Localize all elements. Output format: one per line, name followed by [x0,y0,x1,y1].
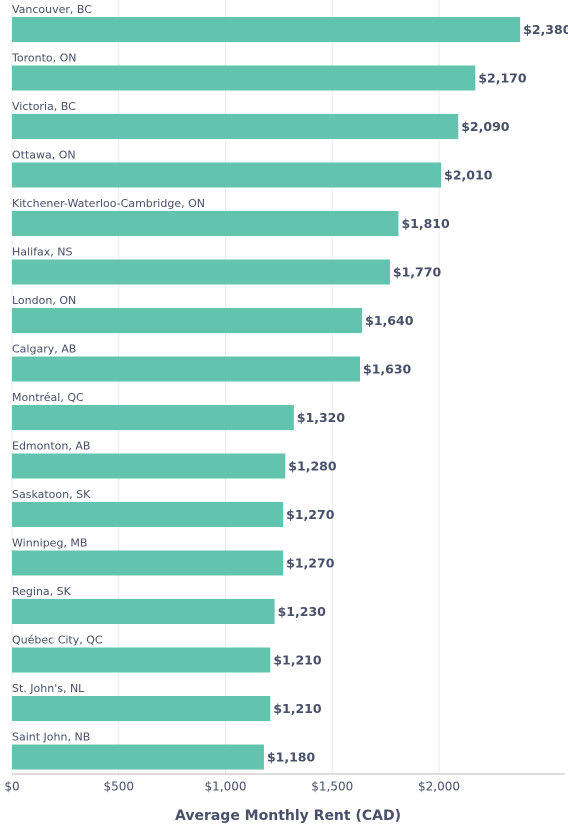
bar [12,405,294,430]
bar [12,744,264,770]
value-label: $1,230 [278,604,327,619]
x-tick-label: $0 [4,780,19,794]
category-label: Edmonton, AB [12,440,90,453]
bar [12,647,271,673]
value-label: $2,090 [461,119,510,134]
x-axis-label: Average Monthly Rent (CAD) [175,808,401,824]
value-label: $1,810 [401,216,450,231]
x-tick-label: $500 [103,780,134,794]
value-label: $1,280 [288,459,337,474]
x-tick-label: $1,500 [311,780,353,794]
value-label: $1,180 [267,750,316,765]
bar [12,356,361,382]
x-tick-label: $2,000 [418,780,460,794]
value-label: $1,770 [393,265,442,280]
value-label: $1,630 [363,362,412,377]
category-label: Regina, SK [12,585,72,598]
value-label: $2,380 [523,22,568,37]
category-label: Saint John, NB [12,731,90,744]
category-label: Halifax, NS [12,246,72,259]
category-label: Toronto, ON [11,52,77,65]
bar [12,259,390,285]
bar [12,162,442,188]
category-label: Saskatoon, SK [12,488,91,501]
category-label: Calgary, AB [12,343,76,356]
bar [12,696,271,721]
category-label: Kitchener-Waterloo-Cambridge, ON [12,197,205,210]
bar [12,502,284,527]
bar [12,308,363,333]
value-label: $1,640 [365,313,414,328]
category-label: Vancouver, BC [12,3,92,16]
value-label: $2,010 [444,168,493,183]
category-label: London, ON [12,294,76,307]
category-label: Montréal, QC [12,391,84,404]
bar [12,17,521,42]
category-label: Québec City, QC [12,634,103,647]
value-label: $1,320 [297,410,346,425]
category-label: St. John's, NL [12,682,85,695]
bar [12,114,459,139]
bar [12,65,476,91]
value-label: $1,270 [286,556,335,571]
bar [12,550,284,576]
category-label: Ottawa, ON [12,149,76,162]
value-label: $1,270 [286,507,335,522]
bar [12,599,275,624]
x-tick-label: $1,000 [205,780,247,794]
bar [12,211,399,236]
category-label: Victoria, BC [12,100,76,113]
value-label: $1,210 [273,653,322,668]
category-label: Winnipeg, MB [12,537,87,550]
value-label: $2,170 [478,71,527,86]
value-label: $1,210 [273,701,322,716]
bar [12,453,286,479]
